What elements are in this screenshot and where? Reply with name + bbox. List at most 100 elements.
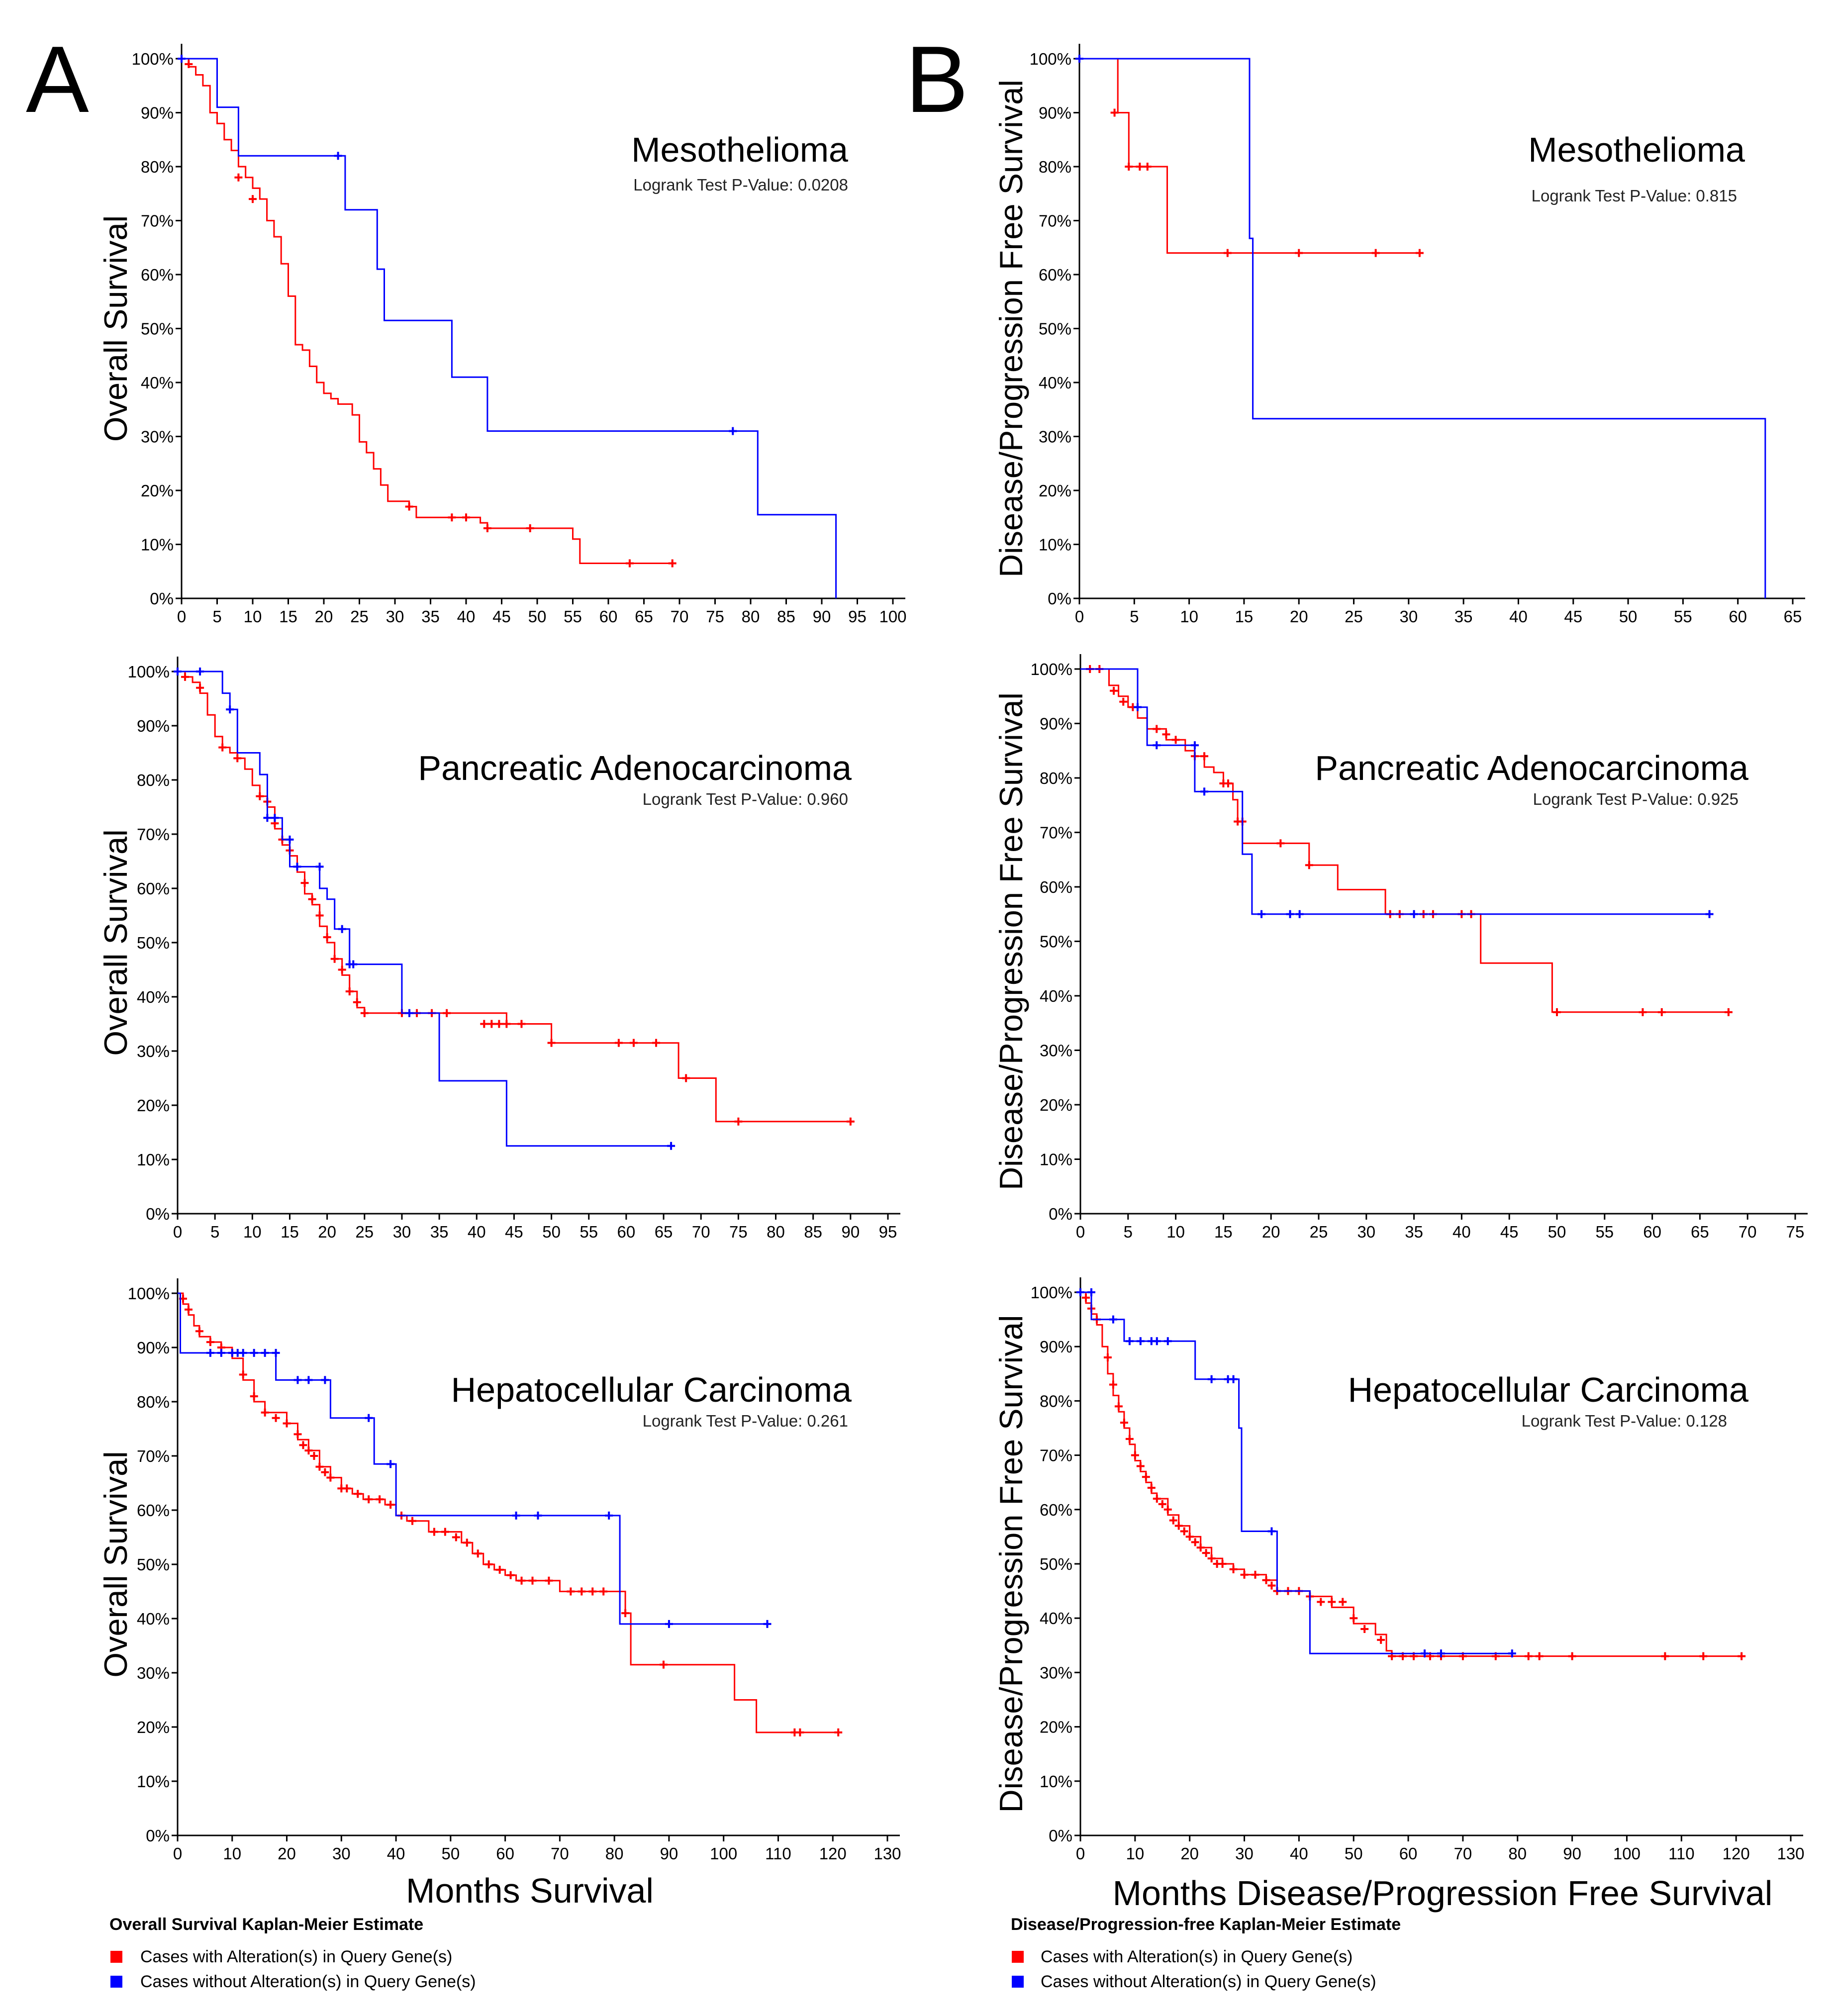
censor-mark-altered [196,683,204,692]
censor-mark-altered [796,1728,804,1736]
censor-mark-altered [310,1452,318,1460]
x-tick-label: 35 [1454,607,1473,626]
censor-mark-altered [1295,249,1303,257]
y-tick-label: 20% [137,1718,170,1736]
y-tick-label: 60% [137,1501,170,1520]
censor-mark-altered [526,524,534,532]
censor-mark-altered [1110,108,1119,117]
censor-mark-unaltered [1109,1315,1117,1324]
y-tick-label: 40% [1040,1609,1072,1628]
censor-mark-altered [462,513,470,522]
censor-mark-unaltered [321,1376,329,1384]
censor-mark-altered [321,1468,329,1476]
y-axis-label: Disease/Progression Free Survival [993,80,1029,577]
legend-swatch-altered-b [1012,1951,1024,1963]
censor-mark-unaltered [365,1414,373,1422]
censor-mark-altered [293,1430,302,1439]
censor-mark-altered [261,1408,269,1417]
censor-mark-altered [502,1020,511,1028]
y-tick-label: 30% [141,428,174,446]
y-tick-label: 60% [1040,1501,1072,1519]
censor-mark-altered [480,1020,488,1028]
censor-mark-unaltered [729,427,737,435]
y-tick-label: 50% [137,1555,170,1574]
y-tick-label: 90% [1040,715,1072,733]
km-plots: 0%10%20%30%40%50%60%70%80%90%100%0 5 10 15 2… [97,44,1808,1863]
censor-mark-altered [652,1039,661,1047]
censor-mark-unaltered [226,705,234,714]
censor-mark-altered [517,1576,526,1585]
y-tick-label: 100% [132,50,174,68]
y-tick-label: 10% [141,536,174,554]
x-tick-label: 95 [879,1223,897,1241]
km-plot-a1: 0% 10% 20% 30% 40% 50% 60% 70% 80% 90% 100% 0 5 10 15 2… [97,44,907,626]
y-tick-label: 50% [141,320,174,338]
x-tick-label: 65 [635,607,653,626]
x-tick-label: 10 [1166,1223,1185,1241]
y-tick-label: 40% [1039,374,1071,392]
km-plot-b1: 0% 10% 20% 30% 40% 50% 60% 70% 80% 90% 100% 0 5 10 15 2… [993,44,1805,626]
panel-letter-b: B [905,27,968,132]
x-tick-label: 130 [873,1844,901,1863]
legend-label-unaltered-b: Cases without Alteration(s) in Query Gen… [1041,1972,1376,1991]
censor-mark-altered [1738,1652,1746,1660]
censor-mark-altered [1524,1652,1533,1660]
censor-mark-altered [1377,1635,1385,1644]
y-tick-label: 90% [137,717,170,735]
x-tick-label: 50 [1345,1844,1363,1863]
y-tick-label: 0% [1048,589,1071,608]
censor-mark-unaltered [405,1009,413,1017]
censor-mark-unaltered [293,863,301,871]
x-tick-label: 40 [457,607,476,626]
censor-mark-altered [234,173,243,182]
censor-mark-altered [1143,163,1152,171]
censor-mark-unaltered [206,1348,214,1357]
censor-mark-altered [682,1074,690,1082]
censor-mark-altered [1699,1652,1708,1660]
y-tick-label: 30% [137,1664,170,1682]
x-tick-label: 55 [1595,1223,1614,1241]
censor-mark-altered [517,1020,526,1028]
x-tick-label: 90 [813,607,831,626]
censor-mark-altered [1191,1538,1199,1546]
censor-mark-unaltered [334,152,342,160]
x-tick-label: 40 [1452,1223,1471,1241]
censor-mark-altered [484,1560,493,1568]
censor-mark-altered [588,1587,597,1596]
x-tick-label: 60 [1399,1844,1418,1863]
censor-mark-unaltered [534,1511,542,1520]
logrank-p-value: Logrank Test P-Value: 0.0208 [633,176,848,194]
censor-mark-altered [185,60,193,68]
censor-mark-altered [365,1495,373,1504]
censor-mark-altered [487,1020,496,1028]
x-tick-label: 40 [387,1844,405,1863]
legend-b: Disease/Progression-free Kaplan-Meier Es… [1011,1915,1401,1991]
y-tick-label: 70% [1040,824,1072,842]
y-tick-label: 60% [1040,878,1072,896]
censor-mark-unaltered [293,1376,302,1384]
y-tick-label: 10% [1040,1772,1072,1791]
legend-label-altered-a: Cases with Alteration(s) in Query Gene(s… [140,1947,452,1966]
y-tick-label: 100% [1030,50,1071,68]
censor-mark-altered [1240,1570,1249,1579]
censor-mark-altered [1218,1560,1227,1568]
censor-mark-unaltered [174,668,182,675]
x-tick-label: 45 [505,1223,523,1241]
censor-mark-altered [1163,1505,1172,1514]
y-tick-label: 40% [1040,987,1072,1005]
x-tick-label: 0 [177,607,186,626]
censor-mark-altered [1169,1516,1177,1525]
x-tick-label: 40 [468,1223,486,1241]
censor-mark-unaltered [1133,703,1142,711]
x-tick-label: 70 [1454,1844,1472,1863]
x-tick-label: 50 [1619,607,1638,626]
y-tick-label: 90% [141,104,174,122]
survival-curve-altered [178,671,851,1123]
x-tick-label: 60 [496,1844,514,1863]
y-tick-label: 80% [1040,769,1072,787]
censor-mark-altered [547,1039,556,1047]
censor-mark-altered [567,1587,575,1596]
censor-mark-altered [846,1117,855,1126]
x-tick-label: 10 [243,1223,262,1241]
censor-mark-altered [330,955,339,963]
